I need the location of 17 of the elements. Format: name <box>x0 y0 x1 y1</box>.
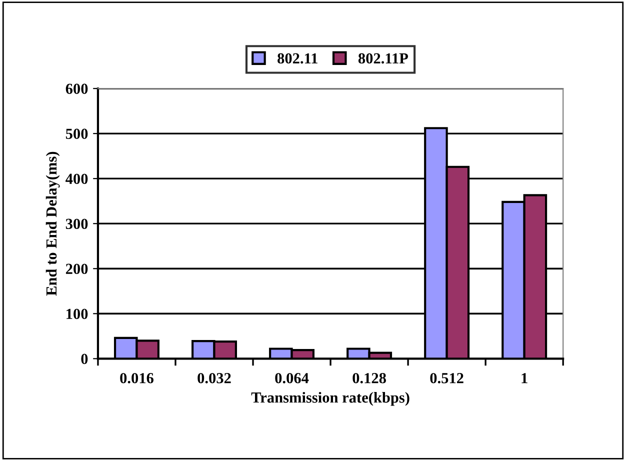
legend-label: 802.11 <box>278 53 318 64</box>
y-axis-title: End to End Delay(ms) <box>46 152 60 296</box>
y-tick-label: 0 <box>81 354 88 364</box>
x-tick-label: 0.064 <box>275 372 309 384</box>
x-tick-label: 0.032 <box>198 372 231 384</box>
x-axis-title: Transmission rate(kbps) <box>251 392 410 406</box>
y-tick-label: 300 <box>66 218 88 230</box>
x-tick-label: 0.128 <box>352 372 386 384</box>
y-tick-label: 200 <box>66 264 88 274</box>
x-tick-label: 0.016 <box>120 372 154 384</box>
y-tick-label: 100 <box>66 308 88 320</box>
y-tick-label: 400 <box>66 174 88 184</box>
legend-label: 802.11P <box>358 53 408 64</box>
y-tick-label: 500 <box>66 128 88 139</box>
y-tick-label: 600 <box>66 84 88 94</box>
x-tick-label: 0.512 <box>430 372 464 384</box>
x-tick-label: 1 <box>522 373 528 384</box>
